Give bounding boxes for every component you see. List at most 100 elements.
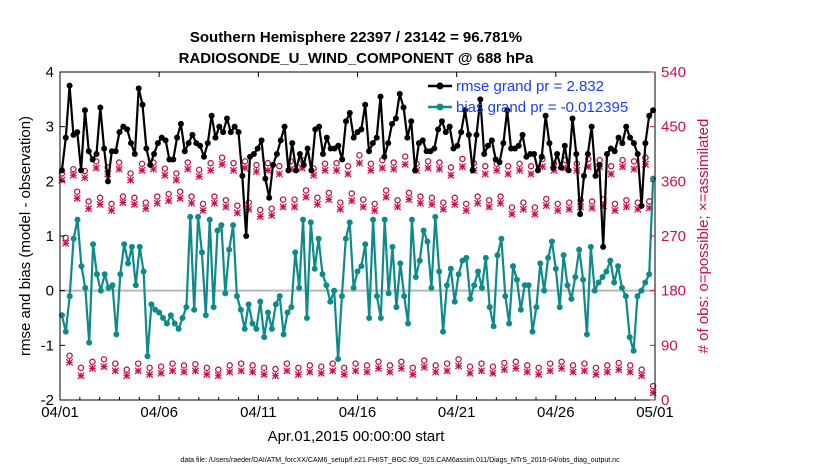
assimilated-obs-marker	[65, 358, 74, 366]
possible-obs-marker	[329, 360, 336, 367]
rmse-point	[216, 123, 223, 130]
bias-point	[642, 279, 649, 286]
assimilated-obs-marker	[126, 176, 135, 184]
rmse-point	[62, 134, 69, 141]
rmse-point	[231, 123, 238, 130]
rmse-point	[389, 120, 396, 127]
bias-point	[373, 293, 380, 300]
possible-obs-marker	[138, 160, 146, 168]
possible-obs-marker	[131, 194, 138, 202]
chart-title: Southern Hemisphere 22397 / 23142 = 96.7…	[190, 29, 522, 46]
possible-obs-marker	[394, 196, 401, 204]
assimilated-obs-marker	[466, 369, 474, 377]
bias-point	[335, 356, 342, 362]
bias-point	[198, 249, 205, 256]
assimilated-obs-marker	[310, 171, 318, 179]
x-tick-label: 04/06	[140, 404, 178, 421]
bias-point	[494, 252, 501, 259]
possible-obs-marker	[565, 199, 573, 206]
bias-point	[245, 301, 252, 308]
assimilated-obs-marker	[565, 205, 573, 213]
rmse-point	[243, 233, 250, 239]
rmse-point	[584, 151, 591, 157]
bias-point	[167, 312, 174, 319]
rmse-point	[477, 96, 484, 103]
possible-obs-marker	[462, 200, 470, 208]
assimilated-obs-marker	[374, 364, 383, 373]
bias-point	[233, 293, 240, 300]
bias-point	[591, 287, 598, 294]
possible-obs-marker	[630, 158, 638, 165]
bias-point	[622, 293, 629, 300]
rmse-point	[646, 112, 653, 119]
assimilated-obs-marker	[603, 368, 611, 376]
bias-point	[482, 254, 489, 261]
possible-obs-marker	[241, 158, 249, 165]
assimilated-obs-marker	[458, 163, 467, 171]
bias-point	[525, 282, 532, 289]
rmse-point	[442, 129, 449, 136]
bias-point	[478, 284, 485, 291]
rmse-point	[588, 123, 595, 130]
rmse-point	[289, 140, 296, 147]
assimilated-obs-marker	[638, 372, 646, 380]
assimilated-obs-marker	[390, 165, 398, 173]
assimilated-obs-marker	[554, 206, 562, 215]
possible-obs-marker	[302, 187, 310, 194]
rmse-point	[258, 137, 265, 144]
bias-point	[303, 315, 310, 321]
rmse-point	[596, 161, 603, 168]
assimilated-obs-marker	[153, 199, 161, 207]
bias-point	[389, 243, 396, 250]
possible-obs-marker	[157, 363, 165, 370]
rmse-point	[465, 131, 472, 138]
rmse-point	[151, 151, 158, 157]
possible-obs-marker	[554, 200, 561, 208]
rmse-point	[296, 151, 303, 157]
rmse-point	[638, 202, 645, 209]
possible-obs-marker	[169, 360, 176, 367]
possible-obs-marker	[333, 159, 340, 167]
assimilated-obs-marker	[279, 203, 287, 211]
rmse-point	[239, 172, 246, 179]
bias-point	[420, 227, 427, 234]
assimilated-obs-marker	[73, 194, 81, 202]
bias-point	[331, 287, 338, 294]
possible-obs-marker	[386, 362, 394, 369]
rmse-point	[554, 151, 561, 157]
rmse-point	[546, 140, 553, 147]
bias-point	[498, 235, 505, 242]
assimilated-obs-marker	[569, 368, 577, 376]
bias-point	[440, 328, 447, 335]
bias-point	[74, 216, 81, 223]
bias-point	[70, 235, 77, 242]
rmse-point	[496, 159, 503, 166]
x-tick-label: 04/16	[339, 404, 377, 421]
assimilated-obs-marker	[184, 165, 192, 173]
assimilated-obs-marker	[138, 166, 146, 175]
rmse-point	[412, 167, 419, 174]
possible-obs-marker	[489, 363, 497, 370]
y2-tick-label: 360	[661, 173, 686, 190]
bias-point	[315, 235, 322, 242]
rmse-point	[346, 110, 353, 116]
possible-obs-marker	[337, 199, 344, 206]
bias-point	[545, 254, 552, 261]
assimilated-obs-marker	[367, 166, 375, 175]
assimilated-obs-marker	[409, 370, 417, 379]
bias-point	[62, 328, 69, 335]
possible-obs-marker	[230, 159, 237, 167]
assimilated-obs-marker	[226, 368, 234, 376]
possible-obs-marker	[543, 195, 550, 203]
rmse-point	[392, 115, 399, 122]
bias-point	[366, 315, 373, 321]
assimilated-obs-marker	[119, 198, 127, 207]
possible-obs-marker	[249, 362, 256, 369]
possible-obs-marker	[142, 199, 150, 206]
rmse-point	[435, 126, 442, 133]
possible-obs-marker	[436, 159, 443, 166]
bias-point	[354, 268, 361, 275]
rmse-point	[270, 161, 277, 168]
assimilated-obs-marker	[416, 199, 425, 207]
assimilated-obs-marker	[107, 206, 116, 215]
